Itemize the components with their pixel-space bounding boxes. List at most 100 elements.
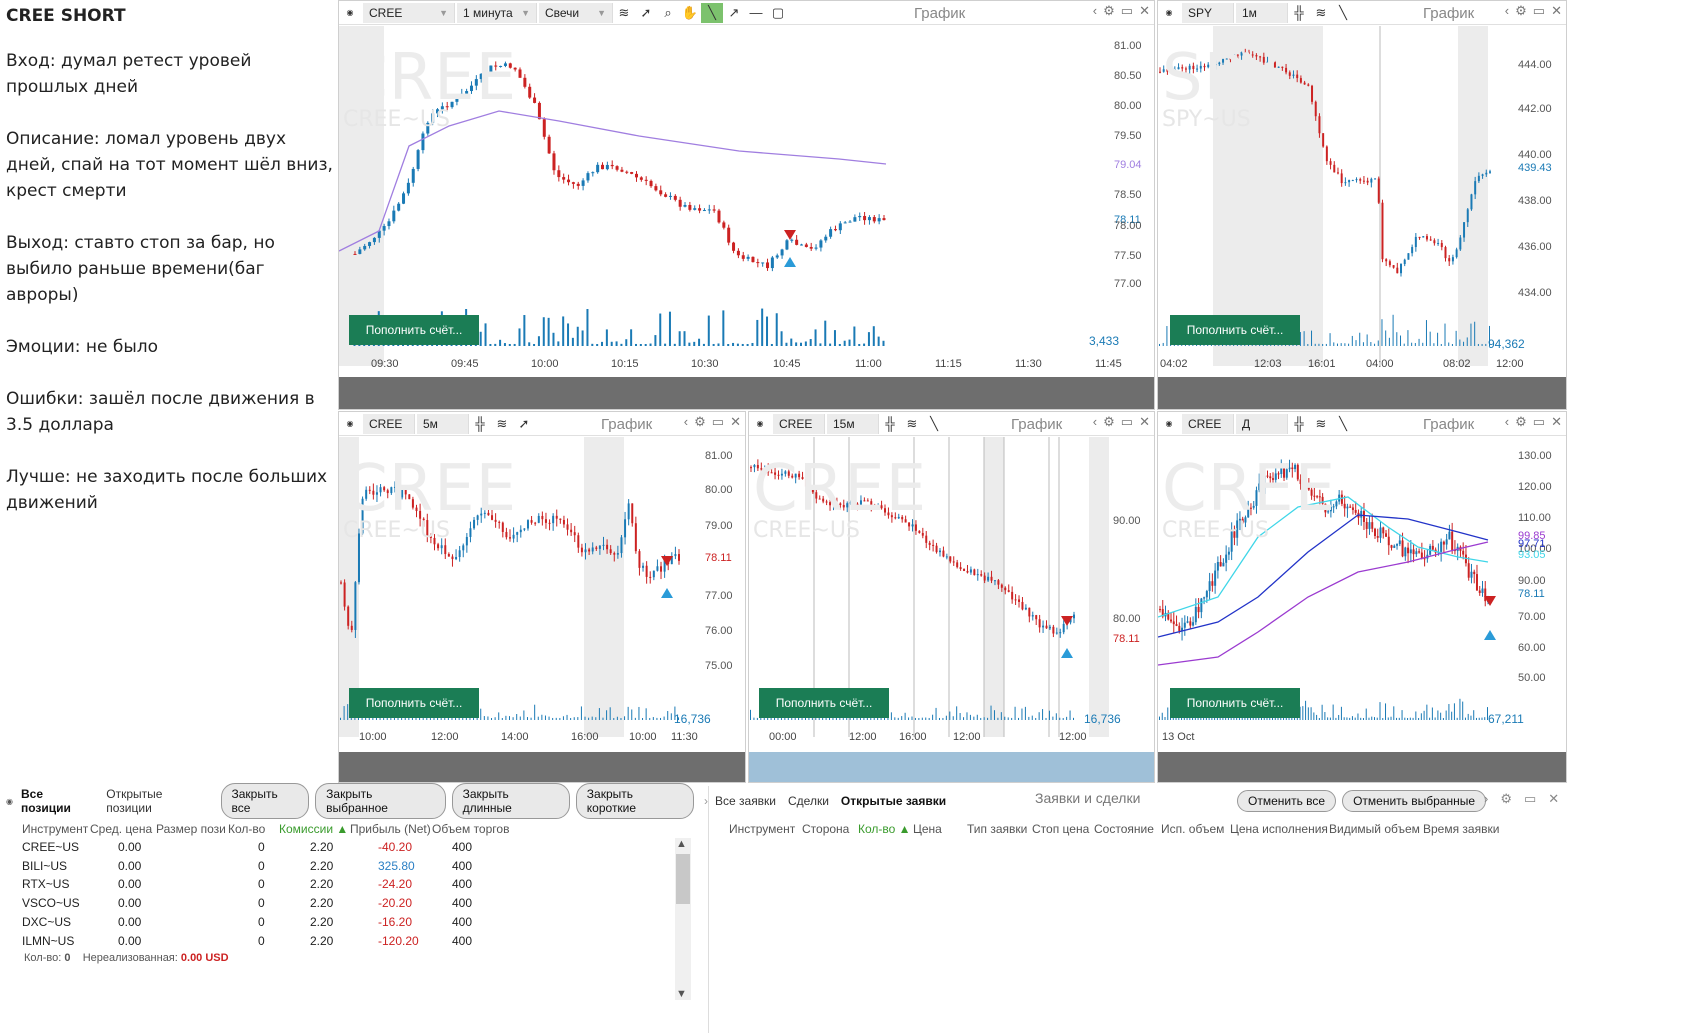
restore-icon[interactable]: ▭ (1120, 414, 1134, 429)
table-row[interactable]: VSCO~US 0.00 0 2.20 -20.20 400 (0, 896, 670, 914)
pin-icon[interactable]: ◉ (6, 796, 13, 806)
time-navigator[interactable] (749, 752, 1154, 782)
trend-line-icon[interactable]: ╲ (1339, 4, 1347, 20)
candles-icon[interactable]: ╬ (475, 416, 485, 431)
table-row[interactable]: RTX~US 0.00 0 2.20 -24.20 400 (0, 877, 670, 895)
gear-icon[interactable]: ⚙ (1103, 414, 1115, 429)
indicators-icon[interactable]: ≋ (1315, 415, 1327, 431)
chevron-down-icon[interactable]: ▼ (676, 988, 687, 1000)
cancel-selected-button[interactable]: Отменить выбранные (1342, 790, 1487, 812)
restore-icon[interactable]: ▭ (1532, 414, 1546, 429)
col-order-time[interactable]: Время заявки (1423, 822, 1500, 836)
table-row[interactable]: ILMN~US 0.00 0 2.20 -120.20 400 (0, 934, 670, 952)
rectangle-icon[interactable]: ▢ (771, 4, 785, 20)
col-instrument[interactable]: Инструмент (729, 822, 796, 836)
restore-icon[interactable]: ▭ (1532, 3, 1546, 18)
col-filled-volume[interactable]: Исп. объем (1161, 822, 1225, 836)
indicators-icon[interactable]: ≋ (496, 415, 508, 431)
indicators-icon[interactable]: ≋ (618, 4, 630, 20)
col-position-size[interactable]: Размер пози (156, 822, 226, 836)
chevron-right-icon[interactable]: › (704, 794, 709, 808)
restore-icon[interactable]: ▭ (1120, 3, 1134, 18)
tab-all-orders[interactable]: Все заявки (715, 794, 777, 808)
col-volume[interactable]: Объем торгов (432, 822, 510, 836)
col-pnl[interactable]: Прибыль (Net) (350, 822, 431, 836)
col-avg-price[interactable]: Сред. цена (90, 822, 153, 836)
interval-select[interactable]: Д (1236, 413, 1288, 434)
col-visible-volume[interactable]: Видимый объем (1329, 822, 1420, 836)
scrollbar-thumb[interactable] (676, 854, 690, 904)
fund-account-button[interactable]: Пополнить счёт... (1170, 315, 1300, 345)
chevron-right-icon[interactable]: › (1484, 791, 1489, 806)
candles-icon[interactable]: ╬ (1294, 416, 1304, 431)
close-icon[interactable]: ✕ (1548, 791, 1560, 806)
interval-select[interactable]: 1м (1236, 2, 1288, 23)
col-side[interactable]: Сторона (802, 822, 850, 836)
symbol-select[interactable]: SPY (1182, 2, 1234, 23)
table-row[interactable]: BILI~US 0.00 0 2.20 325.80 400 (0, 859, 670, 877)
gear-icon[interactable]: ⚙ (694, 414, 706, 429)
collapse-icon[interactable]: ‹ (1504, 3, 1510, 18)
scrollbar[interactable]: ▲ ▼ (675, 838, 691, 1000)
tab-all-positions[interactable]: Все позиции (20, 787, 71, 815)
fund-account-button[interactable]: Пополнить счёт... (349, 688, 479, 718)
gear-icon[interactable]: ⚙ (1515, 414, 1527, 429)
arrow-icon[interactable]: ↗ (728, 4, 740, 20)
interval-select[interactable]: 15м (827, 413, 879, 434)
pin-icon[interactable]: ◉ (1165, 419, 1173, 428)
fund-account-button[interactable]: Пополнить счёт... (759, 688, 889, 718)
tab-open-positions[interactable]: Открытые позиции (106, 787, 163, 815)
gear-icon[interactable]: ⚙ (1515, 3, 1527, 18)
col-instrument[interactable]: Инструмент (22, 822, 89, 836)
pin-icon[interactable]: ◉ (346, 419, 354, 428)
col-fill-price[interactable]: Цена исполнения (1230, 822, 1328, 836)
col-commission[interactable]: Комиссии ▲ (279, 822, 349, 836)
candles-icon[interactable]: ╬ (885, 416, 895, 431)
chart-type-select[interactable]: Свечи ▼ (539, 2, 613, 23)
symbol-select[interactable]: CREE (1182, 413, 1234, 434)
trend-line-icon[interactable]: ╲ (930, 415, 938, 431)
close-icon[interactable]: ✕ (730, 414, 741, 429)
symbol-select[interactable]: CREE (363, 413, 415, 434)
time-navigator[interactable] (1158, 377, 1566, 409)
table-row[interactable]: CREE~US 0.00 0 2.20 -40.20 400 (0, 840, 670, 858)
chevron-up-icon[interactable]: ▲ (676, 838, 687, 850)
trend-line-icon[interactable]: ╲ (1339, 415, 1347, 431)
symbol-select[interactable]: CREE ▼ (363, 2, 455, 23)
pin-icon[interactable]: ◉ (346, 8, 354, 17)
close-icon[interactable]: ✕ (1551, 3, 1562, 18)
interval-select[interactable]: 5м (417, 413, 469, 434)
restore-icon[interactable]: ▭ (711, 414, 725, 429)
collapse-icon[interactable]: ‹ (1092, 414, 1098, 429)
trend-line-icon[interactable]: ╲ (701, 2, 723, 23)
tab-open-orders[interactable]: Открытые заявки (840, 794, 947, 808)
cursor-icon[interactable]: ➚ (640, 4, 652, 20)
time-navigator[interactable] (339, 752, 745, 782)
col-order-type[interactable]: Тип заявки (967, 822, 1028, 836)
collapse-icon[interactable]: ‹ (683, 414, 689, 429)
indicators-icon[interactable]: ≋ (1315, 4, 1327, 20)
fund-account-button[interactable]: Пополнить счёт... (1170, 688, 1300, 718)
close-selected-button[interactable]: Закрыть выбранное (315, 783, 446, 819)
close-long-button[interactable]: Закрыть длинные (451, 783, 570, 819)
time-navigator[interactable] (1158, 752, 1566, 782)
zoom-icon[interactable]: ⌕ (664, 4, 672, 20)
symbol-select[interactable]: CREE (773, 413, 825, 434)
collapse-icon[interactable]: ‹ (1504, 414, 1510, 429)
close-icon[interactable]: ✕ (1551, 414, 1562, 429)
hand-icon[interactable]: ✋ (681, 4, 699, 20)
indicators-icon[interactable]: ≋ (906, 415, 918, 431)
pin-icon[interactable]: ◉ (756, 419, 764, 428)
gear-icon[interactable]: ⚙ (1500, 791, 1512, 806)
interval-select[interactable]: 1 минута ▼ (457, 2, 537, 23)
horizontal-line-icon[interactable]: — (749, 5, 763, 20)
col-status[interactable]: Состояние (1094, 822, 1154, 836)
fund-account-button[interactable]: Пополнить счёт... (349, 315, 479, 345)
restore-icon[interactable]: ▭ (1524, 791, 1537, 806)
tab-trades[interactable]: Сделки (788, 794, 829, 808)
collapse-icon[interactable]: ‹ (1092, 3, 1098, 18)
close-icon[interactable]: ✕ (1139, 414, 1150, 429)
time-navigator[interactable] (339, 377, 1154, 409)
close-icon[interactable]: ✕ (1139, 3, 1150, 18)
col-price[interactable]: Цена (913, 822, 942, 836)
